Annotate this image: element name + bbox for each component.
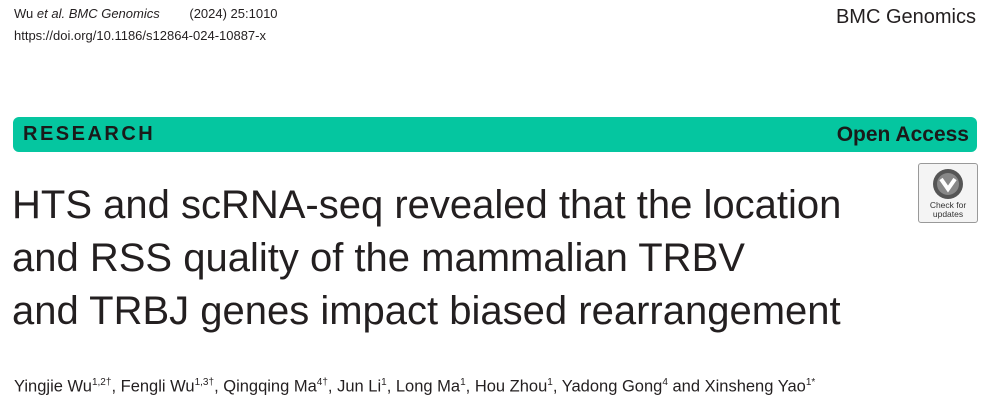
author-separator: , <box>327 377 338 396</box>
citation-author: Wu <box>14 6 34 21</box>
author-name: Qingqing Ma <box>223 377 317 396</box>
open-access: Open Access <box>836 123 969 146</box>
journal-brand: BMC Genomics <box>835 6 976 28</box>
citation-journal: BMC Genomics <box>68 6 160 21</box>
author-affiliation: 1 <box>381 377 387 388</box>
author-separator: , <box>214 377 224 396</box>
author-separator: , <box>552 377 562 396</box>
title-line: and RSS quality of the mammalian TRBV <box>12 236 745 280</box>
author-separator: , <box>465 377 475 396</box>
author-name: Hou Zhou <box>474 377 548 396</box>
citation-etal: et al. <box>36 6 66 21</box>
author-affiliation: 1,3† <box>194 377 215 388</box>
author-list: Yingjie Wu1,2†, Fengli Wu1,3†, Qingqing … <box>14 377 815 397</box>
author-affiliation: 1,2† <box>91 377 112 388</box>
title-line: and TRBJ genes impact biased rearrangeme… <box>12 289 841 333</box>
citation-volume: (2024) 25:1010 <box>189 6 278 21</box>
author-affiliation: 1 <box>547 377 553 388</box>
banner: RESEARCH Open Access <box>13 117 977 152</box>
citation: Wu et al. BMC Genomics (2024) 25:1010 <box>14 6 278 21</box>
badge-text: Check for <box>929 200 967 210</box>
author-name: Xinsheng Yao <box>704 377 806 396</box>
author-affiliation: 1* <box>805 377 816 388</box>
badge-icon <box>933 169 963 199</box>
check-updates-badge[interactable]: Check for updates <box>918 163 978 223</box>
author-name: Jun Li <box>337 377 382 396</box>
title-line: HTS and scRNA-seq revealed that the loca… <box>12 183 842 227</box>
author-affiliation: 1 <box>460 377 466 388</box>
article-type: RESEARCH <box>23 123 156 145</box>
author-name: Yadong Gong <box>561 377 663 396</box>
author-name: Fengli Wu <box>120 377 195 396</box>
author-separator: , <box>386 377 396 396</box>
author-affiliation: 4† <box>316 377 328 388</box>
author-name: Long Ma <box>395 377 461 396</box>
doi[interactable]: https://doi.org/10.1186/s12864-024-10887… <box>14 28 266 43</box>
badge-text: updates <box>932 209 964 219</box>
author-name: Yingjie Wu <box>14 377 92 396</box>
author-affiliation: 4 <box>662 377 668 388</box>
author-separator: and <box>667 377 705 396</box>
author-separator: , <box>111 377 121 396</box>
